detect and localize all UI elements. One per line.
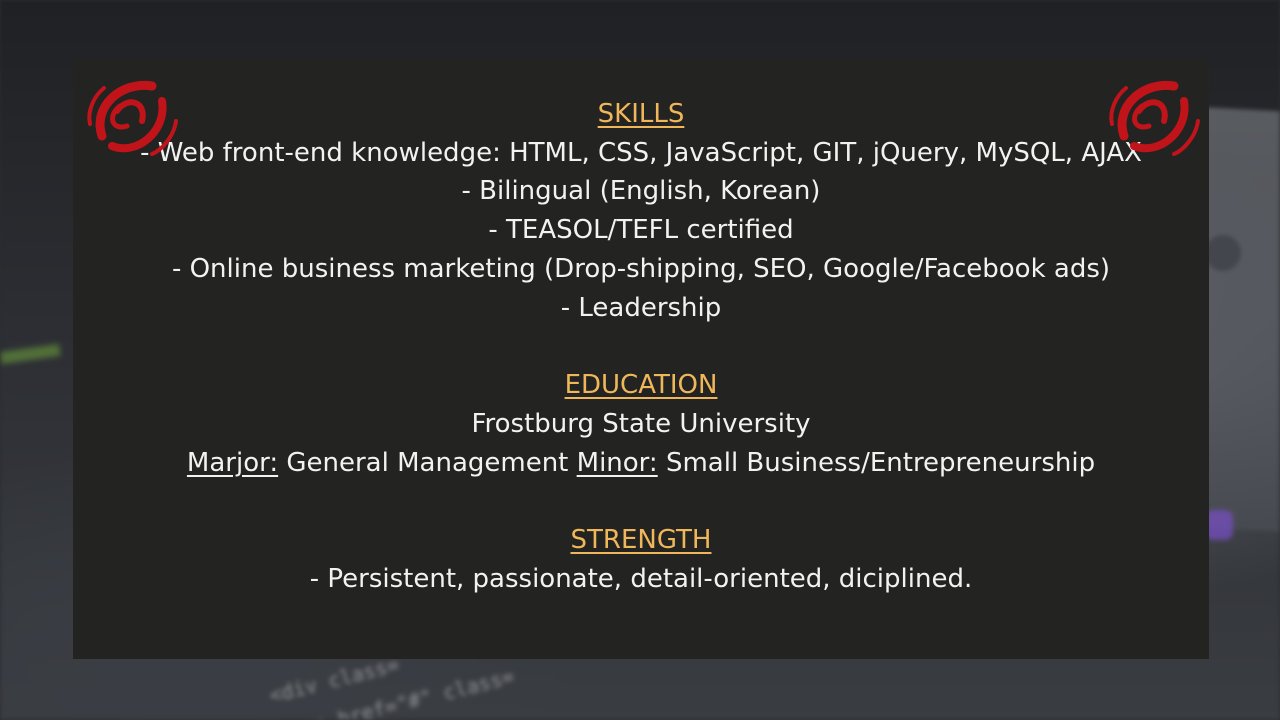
- red-swirl-emblem-icon: [87, 80, 178, 156]
- school-name: Frostburg State University: [471, 409, 811, 439]
- skill-item: - Bilingual (English, Korean): [461, 176, 821, 206]
- major-value: General Management: [278, 448, 577, 478]
- major-minor-line: Marjor: General Management Minor: Small …: [73, 446, 1209, 480]
- red-swirl-emblem-icon: [1109, 80, 1200, 156]
- skill-item: - Leadership: [560, 293, 722, 323]
- skill-item: - Online business marketing (Drop-shippi…: [171, 254, 1111, 284]
- skills-heading: SKILLS: [597, 99, 685, 129]
- skill-item: - TEASOL/TEFL certified: [488, 215, 794, 245]
- resume-card: SKILLS - Web front-end knowledge: HTML, …: [73, 60, 1209, 659]
- major-label: Marjor:: [186, 448, 279, 478]
- background-purple-mark: [1205, 510, 1233, 540]
- strength-text: - Persistent, passionate, detail-oriente…: [309, 564, 973, 594]
- education-heading: EDUCATION: [564, 370, 718, 400]
- skill-item: - Web front-end knowledge: HTML, CSS, Ja…: [140, 138, 1142, 168]
- background-green-mark: [0, 343, 61, 365]
- strength-heading: STRENGTH: [570, 525, 712, 555]
- minor-value: Small Business/Entrepreneurship: [657, 448, 1096, 478]
- background-dot: [1205, 235, 1241, 271]
- minor-label: Minor:: [576, 448, 658, 478]
